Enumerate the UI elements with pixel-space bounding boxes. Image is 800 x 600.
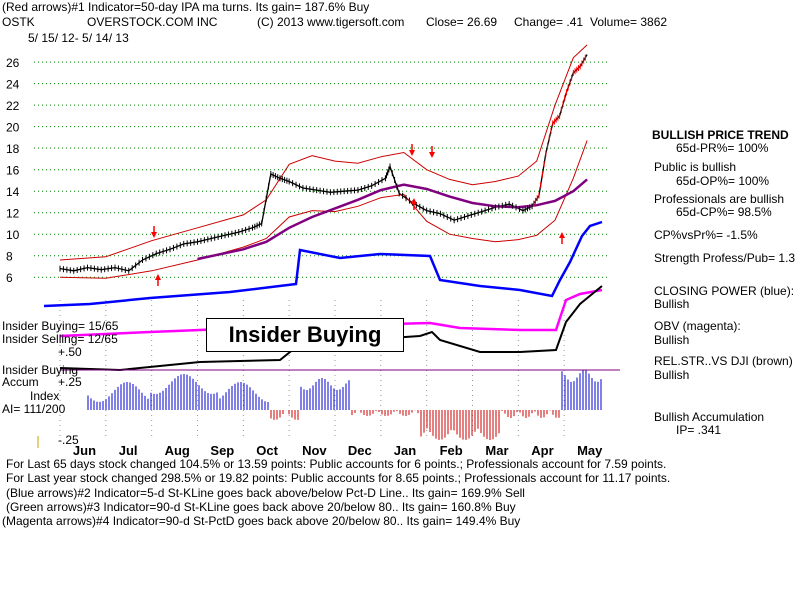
insider-buying-label: Insider Buying <box>2 363 79 377</box>
x-tick-label: Dec <box>348 443 372 458</box>
pr-value: 65d-PR%= 100% <box>676 141 769 155</box>
obv-label: OBV (magenta): <box>654 319 741 333</box>
company-name: OVERSTOCK.COM INC <box>87 15 218 29</box>
y-tick-label: 26 <box>6 56 20 70</box>
sell-arrow <box>151 232 157 238</box>
relstr-label: REL.STR..VS DJI (brown) <box>654 354 793 368</box>
op-value: 65d-OP%= 100% <box>676 174 770 188</box>
footer-blue-arrows: (Blue arrows)#2 Indicator=5-d St-KLine g… <box>6 486 525 500</box>
public-status: Public is bullish <box>654 160 737 174</box>
sell-arrow <box>409 150 415 156</box>
accum-label: Accum <box>2 375 39 389</box>
footer-last-year: For Last year stock changed 298.5% or 19… <box>6 471 671 485</box>
y-tick-label: 12 <box>6 207 20 221</box>
x-tick-label: Jun <box>73 443 96 458</box>
closing-power-label: CLOSING POWER (blue): <box>654 284 795 298</box>
x-tick-label: Sep <box>210 443 234 458</box>
close-value: Close= 26.69 <box>426 15 498 29</box>
buy-arrow <box>155 274 161 280</box>
footer-65-days: For Last 65 days stock changed 104.5% or… <box>6 457 667 471</box>
cp-value: 65d-CP%= 98.5% <box>676 205 772 219</box>
copyright: (C) 2013 www.tigersoft.com <box>257 15 405 29</box>
index-label: Index <box>30 389 60 403</box>
axis-plus-50: +.50 <box>58 345 82 359</box>
trend-title: BULLISH PRICE TREND <box>652 128 789 142</box>
pros-status: Professionals are bullish <box>654 192 785 206</box>
series-upper-band <box>59 44 588 261</box>
y-tick-label: 8 <box>6 250 13 264</box>
x-tick-label: Aug <box>165 443 190 458</box>
obv-value: Bullish <box>654 333 690 347</box>
x-tick-label: Jul <box>119 443 138 458</box>
axis-plus-25: +.25 <box>58 375 82 389</box>
accumulation-label: Bullish Accumulation <box>654 410 765 424</box>
sell-arrow <box>429 152 435 158</box>
ip-value: IP= .341 <box>676 423 722 437</box>
x-tick-label: Oct <box>256 443 278 458</box>
buy-arrow <box>411 198 417 204</box>
footer-magenta-arrows: (Magenta arrows)#4 Indicator=90-d St-Pct… <box>2 514 521 528</box>
series-lower-band <box>59 140 588 279</box>
y-tick-label: 14 <box>6 185 20 199</box>
date-range: 5/ 15/ 12- 5/ 14/ 13 <box>28 31 129 45</box>
x-tick-label: May <box>577 443 603 458</box>
series-50-day-ma <box>197 178 588 261</box>
ai-value: AI= 111/200 <box>2 402 66 416</box>
indicator1-line: (Red arrows)#1 Indicator=50-day IPA ma t… <box>2 0 370 14</box>
buy-arrow <box>559 232 565 238</box>
x-tick-label: Nov <box>302 443 327 458</box>
y-tick-label: 10 <box>6 228 20 242</box>
footer-green-arrows: (Green arrows)#3 Indicator=90-d St-KLine… <box>6 500 516 514</box>
x-tick-label: Mar <box>485 443 508 458</box>
change-value: Change= .41 <box>514 15 584 29</box>
y-tick-label: 20 <box>6 121 20 135</box>
y-tick-label: 22 <box>6 99 20 113</box>
y-tick-label: 24 <box>6 78 20 92</box>
x-tick-label: Feb <box>440 443 463 458</box>
x-tick-label: Apr <box>531 443 553 458</box>
series-price <box>59 54 588 272</box>
x-tick-label: Jan <box>394 443 416 458</box>
strength-ratio: Strength Profess/Pub= 1.3 <box>654 251 796 265</box>
volume-value: Volume= 3862 <box>590 15 668 29</box>
symbol: OSTK <box>2 15 35 29</box>
insider-selling-count: Insider Selling= 12/65 <box>2 332 118 346</box>
y-tick-label: 6 <box>6 271 13 285</box>
axis-minus-25: -.25 <box>58 433 79 447</box>
cp-vs-pr: CP%vsPr%= -1.5% <box>654 228 758 242</box>
closing-power-value: Bullish <box>654 297 690 311</box>
relstr-value: Bullish <box>654 368 690 382</box>
y-tick-label: 16 <box>6 164 20 178</box>
insider-buying-box: Insider Buying <box>206 318 404 352</box>
relstr-line <box>59 285 603 372</box>
closing-power-line <box>43 220 603 308</box>
y-tick-label: 18 <box>6 142 20 156</box>
insider-buying-count: Insider Buying= 15/65 <box>2 319 119 333</box>
